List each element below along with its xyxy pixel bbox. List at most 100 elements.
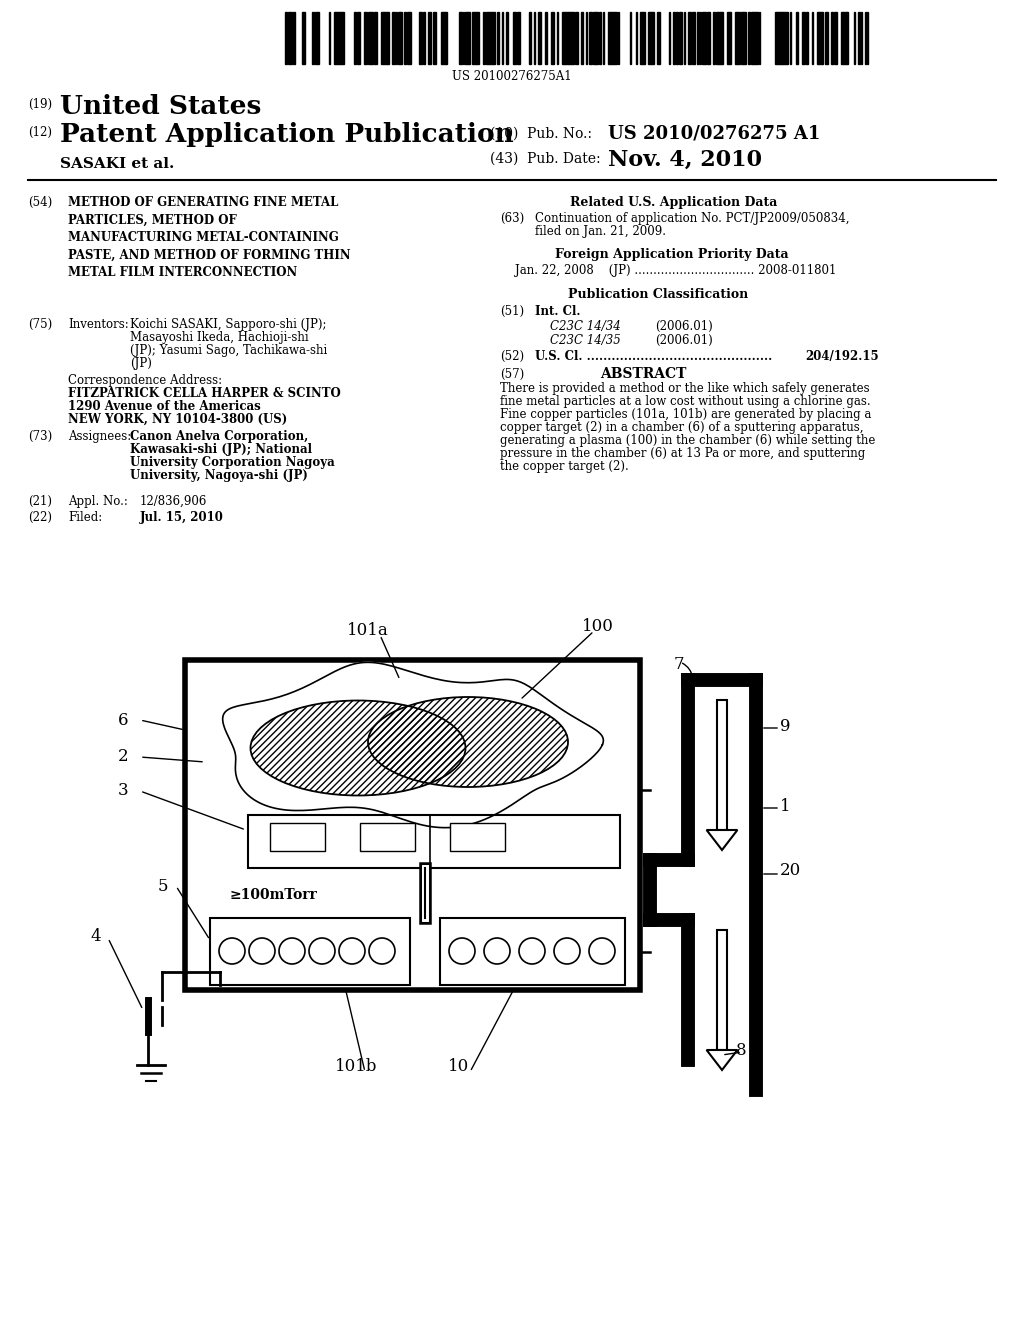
Bar: [689, 12, 691, 63]
Text: Fine copper particles (101a, 101b) are generated by placing a: Fine copper particles (101a, 101b) are g…: [500, 408, 871, 421]
Bar: [472, 12, 475, 63]
Polygon shape: [222, 663, 603, 828]
Text: 1290 Avenue of the Americas: 1290 Avenue of the Americas: [68, 400, 261, 413]
Bar: [825, 12, 827, 63]
Bar: [571, 12, 574, 63]
Bar: [285, 12, 287, 63]
Text: 7: 7: [674, 656, 685, 673]
Bar: [565, 12, 568, 63]
Bar: [492, 12, 495, 63]
Text: University Corporation Nagoya: University Corporation Nagoya: [130, 455, 335, 469]
Text: Jul. 15, 2010: Jul. 15, 2010: [140, 511, 224, 524]
Bar: [743, 12, 746, 63]
Text: 101a: 101a: [347, 622, 389, 639]
Text: 204/192.15: 204/192.15: [805, 350, 879, 363]
Bar: [316, 12, 319, 63]
Bar: [834, 12, 836, 63]
Bar: [185, 660, 640, 990]
Bar: [729, 12, 731, 63]
Text: FITZPATRICK CELLA HARPER & SCINTO: FITZPATRICK CELLA HARPER & SCINTO: [68, 387, 341, 400]
Bar: [440, 917, 625, 985]
Bar: [545, 12, 547, 63]
Circle shape: [219, 939, 245, 964]
Bar: [486, 12, 489, 63]
Bar: [538, 12, 541, 63]
Bar: [400, 12, 402, 63]
Text: (2006.01): (2006.01): [655, 319, 713, 333]
Bar: [497, 12, 499, 63]
Bar: [717, 931, 727, 1049]
Text: Continuation of application No. PCT/JP2009/050834,: Continuation of application No. PCT/JP20…: [535, 213, 850, 224]
Bar: [420, 12, 422, 63]
Text: Foreign Application Priority Data: Foreign Application Priority Data: [555, 248, 788, 261]
Text: 8: 8: [736, 1041, 746, 1059]
Bar: [589, 12, 592, 63]
Bar: [459, 12, 462, 63]
Bar: [858, 12, 860, 63]
Text: 5: 5: [158, 878, 169, 895]
Text: US 20100276275A1: US 20100276275A1: [453, 70, 571, 83]
Bar: [354, 12, 356, 63]
Bar: [843, 12, 846, 63]
Text: U.S. Cl. .............................................: U.S. Cl. ...............................…: [535, 350, 772, 363]
Text: United States: United States: [60, 94, 261, 119]
Bar: [338, 12, 340, 63]
Bar: [476, 12, 479, 63]
Polygon shape: [707, 830, 737, 850]
Text: (54): (54): [28, 195, 52, 209]
Bar: [717, 700, 727, 830]
Text: fine metal particles at a low cost without using a chlorine gas.: fine metal particles at a low cost witho…: [500, 395, 870, 408]
Circle shape: [554, 939, 580, 964]
Circle shape: [369, 939, 395, 964]
Text: 1: 1: [780, 799, 791, 814]
Text: (JP): (JP): [130, 356, 152, 370]
Text: 12/836,906: 12/836,906: [140, 495, 208, 508]
Bar: [517, 12, 519, 63]
Bar: [468, 12, 470, 63]
Bar: [599, 12, 601, 63]
Bar: [751, 12, 753, 63]
Bar: [785, 12, 788, 63]
Bar: [370, 12, 372, 63]
Bar: [575, 12, 578, 63]
Text: (75): (75): [28, 318, 52, 331]
Text: Filed:: Filed:: [68, 511, 102, 524]
Bar: [596, 12, 598, 63]
Text: Assignees:: Assignees:: [68, 430, 131, 444]
Text: (73): (73): [28, 430, 52, 444]
Text: Int. Cl.: Int. Cl.: [535, 305, 581, 318]
Bar: [428, 12, 431, 63]
Text: University, Nagoya-shi (JP): University, Nagoya-shi (JP): [130, 469, 308, 482]
Bar: [450, 822, 505, 851]
Text: Related U.S. Application Data: Related U.S. Application Data: [570, 195, 777, 209]
Text: Publication Classification: Publication Classification: [568, 288, 749, 301]
Bar: [392, 12, 395, 63]
Text: (51): (51): [500, 305, 524, 318]
Text: 3: 3: [118, 781, 129, 799]
Bar: [384, 12, 387, 63]
Bar: [819, 12, 822, 63]
Bar: [651, 12, 653, 63]
Text: pressure in the chamber (6) at 13 Pa or more, and sputtering: pressure in the chamber (6) at 13 Pa or …: [500, 447, 865, 459]
Bar: [404, 12, 406, 63]
Bar: [775, 12, 778, 63]
Bar: [755, 12, 757, 63]
Bar: [708, 12, 710, 63]
Bar: [442, 12, 445, 63]
Bar: [483, 12, 485, 63]
Bar: [640, 12, 642, 63]
Text: Kawasaki-shi (JP); National: Kawasaki-shi (JP); National: [130, 444, 312, 455]
Circle shape: [449, 939, 475, 964]
Bar: [445, 12, 447, 63]
Text: Jan. 22, 2008    (JP) ................................ 2008-011801: Jan. 22, 2008 (JP) .....................…: [515, 264, 837, 277]
Text: US 2010/0276275 A1: US 2010/0276275 A1: [608, 124, 820, 143]
Bar: [803, 12, 805, 63]
Bar: [697, 12, 699, 63]
Bar: [778, 12, 780, 63]
Bar: [514, 12, 516, 63]
Bar: [680, 12, 682, 63]
Bar: [340, 12, 343, 63]
Bar: [529, 12, 531, 63]
Bar: [433, 12, 436, 63]
Circle shape: [309, 939, 335, 964]
